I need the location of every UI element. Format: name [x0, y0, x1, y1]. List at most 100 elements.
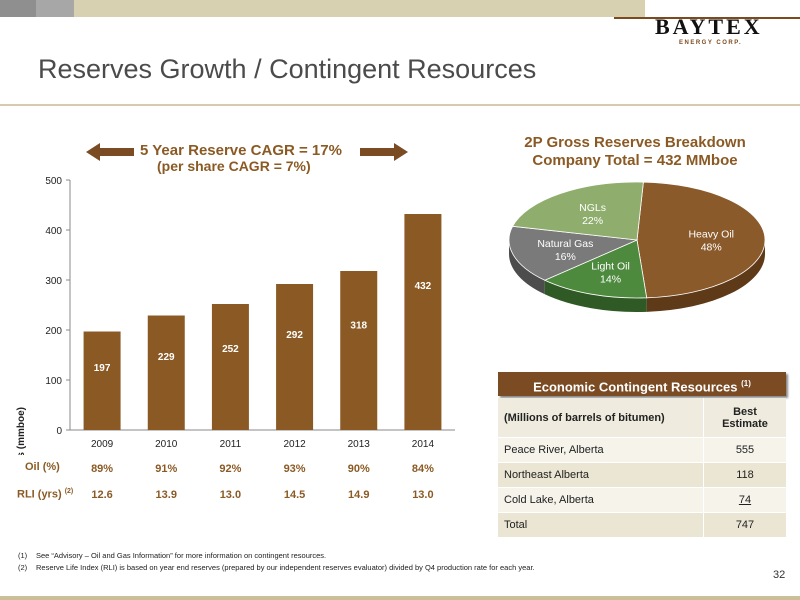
resource-value: 118: [703, 462, 786, 488]
oil-percent-value: 91%: [155, 463, 178, 475]
contingent-resources-table: (Millions of barrels of bitumen) Best Es…: [498, 398, 786, 538]
rli-value: 13.9: [155, 489, 177, 501]
pie-subtitle: Company Total = 432 MMboe: [532, 152, 738, 169]
pie-slice-side: [544, 280, 647, 312]
contingent-resources-title: Economic Contingent Resources: [533, 379, 738, 395]
rli-label: RLI (yrs) (2): [17, 488, 73, 501]
column-header-best-estimate: Best Estimate: [703, 398, 786, 438]
resource-name: Cold Lake, Alberta: [498, 487, 704, 513]
table-header-row: (Millions of barrels of bitumen) Best Es…: [498, 398, 786, 438]
column-header-resource: (Millions of barrels of bitumen): [498, 398, 704, 438]
footnote-number: (2): [18, 563, 28, 572]
title-divider: [0, 104, 800, 106]
table-row: Cold Lake, Alberta 74: [498, 487, 786, 513]
pie-title: 2P Gross Reserves Breakdown: [524, 134, 746, 151]
top-band: [0, 0, 645, 17]
bar-value-label: 252: [222, 344, 239, 355]
rli-value: 13.0: [219, 489, 242, 501]
bar: [340, 271, 378, 430]
x-tick-label: 2009: [91, 439, 114, 450]
table-row: Peace River, Alberta 555: [498, 437, 786, 463]
resource-value: 74: [703, 487, 786, 513]
pie-slice-side: [646, 240, 765, 312]
y-tick-label: 400: [45, 226, 62, 237]
resource-value: 747: [703, 512, 786, 538]
bar-value-label: 197: [94, 363, 111, 374]
cagr-subheading: (per share CAGR = 7%): [157, 158, 311, 174]
bar: [211, 304, 249, 430]
pie-slice: [543, 239, 648, 299]
pie-slice-percent: 14%: [600, 273, 621, 285]
oil-percent-value: 92%: [219, 463, 242, 475]
top-band-block: [0, 0, 36, 17]
contingent-footnote-ref: (1): [741, 379, 751, 388]
bar-value-label: 292: [286, 330, 303, 341]
rli-value: 14.9: [348, 489, 370, 501]
page-title: Reserves Growth / Contingent Resources: [38, 54, 537, 84]
left-arrow-icon: [86, 143, 134, 161]
reserves-bar-chart: 2P Gross Reserves (mmboe) 0 100 200 300 400 5…: [16, 176, 455, 455]
table-row: Total 747: [498, 512, 786, 538]
pie-slice-percent: 22%: [582, 215, 603, 227]
resource-name: Total: [498, 512, 704, 538]
rli-label-text: RLI (yrs): [17, 488, 62, 501]
pie-slice: [511, 181, 644, 241]
column-header-line: Estimate: [722, 417, 768, 430]
page-number: 32: [773, 569, 786, 581]
pie-slice-name: NGLs: [579, 202, 606, 214]
rli-footnote-ref: (2): [64, 488, 74, 495]
logo-rule: [614, 17, 800, 19]
right-arrow-icon: [360, 143, 408, 161]
bar: [83, 331, 121, 430]
company-logo-subtitle: ENERGY CORP.: [679, 40, 743, 46]
oil-percent-value: 90%: [347, 463, 370, 475]
x-tick-label: 2013: [348, 439, 371, 450]
x-tick-label: 2011: [220, 439, 242, 450]
footnote-2: (2) Reserve Life Index (RLI) is based on …: [18, 563, 535, 572]
bar-value-label: 432: [415, 281, 432, 292]
x-tick-label: 2010: [155, 439, 178, 450]
pie-slice: [508, 225, 639, 281]
footnote-text: See “Advisory – Oil and Gas Information”…: [36, 551, 327, 560]
rli-value: 13.0: [412, 489, 434, 501]
pie-slice-name: Natural Gas: [537, 238, 593, 250]
bar-value-label: 318: [350, 321, 367, 332]
x-tick-label: 2014: [412, 439, 435, 450]
resource-name: Peace River, Alberta: [498, 437, 704, 463]
oil-percent-value: 84%: [411, 463, 434, 475]
footnote-text: Reserve Life Index (RLI) is based on yea…: [36, 563, 535, 572]
footnote-number: (1): [18, 551, 28, 560]
oil-percent-value: 89%: [91, 463, 114, 475]
oil-percent-label: Oil (%): [25, 461, 60, 473]
y-tick-label: 300: [45, 276, 62, 287]
company-logo: BAYTEX: [655, 14, 763, 39]
pie-slice-percent: 48%: [701, 242, 722, 254]
y-tick-label: 500: [45, 176, 62, 187]
bar: [404, 214, 442, 430]
x-tick-label: 2012: [283, 439, 306, 450]
y-axis-label: 2P Gross Reserves (mmboe): [16, 407, 27, 455]
bar: [276, 284, 314, 430]
pie-slice-side: [509, 240, 545, 295]
rli-value: 14.5: [283, 489, 306, 501]
bar-value-label: 229: [158, 352, 175, 363]
resource-name: Northeast Alberta: [498, 462, 704, 488]
bar: [147, 315, 185, 430]
resource-value: 555: [703, 437, 786, 463]
pie-slice-percent: 16%: [555, 251, 576, 263]
contingent-resources-header: Economic Contingent Resources (1): [498, 372, 786, 396]
pie-slice-name: Light Oil: [591, 260, 630, 272]
y-tick-label: 0: [56, 426, 62, 437]
rli-value: 12.6: [91, 489, 113, 501]
oil-percent-value: 93%: [283, 463, 306, 475]
column-header-line: Best: [733, 405, 757, 418]
footer-band: [0, 596, 800, 600]
cagr-heading: 5 Year Reserve CAGR = 17%: [140, 142, 342, 159]
y-tick-label: 100: [45, 376, 62, 387]
footnote-1: (1) See “Advisory – Oil and Gas Informati…: [18, 551, 326, 560]
pie-slice: [636, 181, 766, 299]
y-tick-label: 200: [45, 326, 62, 337]
pie-slice-name: Heavy Oil: [688, 229, 734, 241]
top-band-block: [36, 0, 74, 17]
